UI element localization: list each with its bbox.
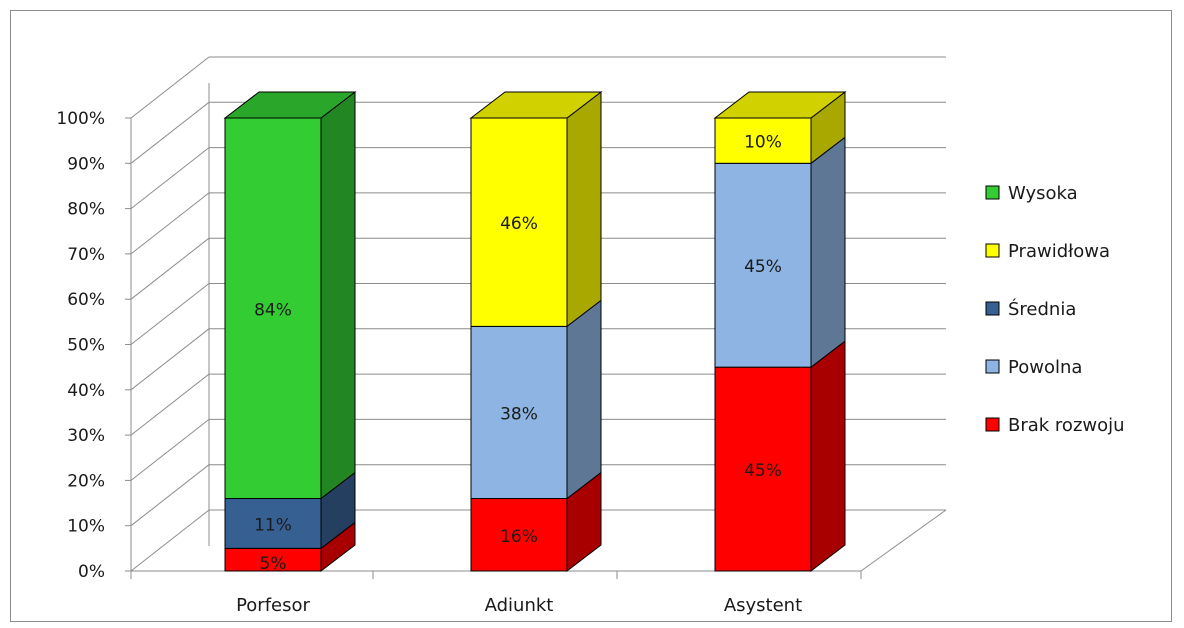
gridline-side <box>130 192 210 255</box>
bar-powolna-asystent <box>714 162 812 368</box>
bar-wysoka-porfesor <box>224 117 322 500</box>
y-tick-label: 40% <box>67 381 105 401</box>
gridline-side <box>130 373 210 436</box>
bar-side-prawidlowa-adiunkt <box>566 90 602 328</box>
bar-stack-adiunkt <box>469 90 603 573</box>
legend: Wysoka Prawidłowa Średnia Powolna Brak rozwo… <box>985 183 1125 436</box>
bars <box>223 90 847 573</box>
y-tick-label: 70% <box>67 245 105 265</box>
legend-swatch-prawidlowa <box>985 243 1000 258</box>
gridline-side <box>130 56 210 119</box>
bar-srednia-porfesor <box>224 498 322 549</box>
y-tick-label: 30% <box>67 426 105 446</box>
floor-right-edge <box>860 509 947 572</box>
y-tick-label: 90% <box>67 154 105 174</box>
data-label-brak-rozwoju-porfesor: 5% <box>260 554 287 574</box>
data-label-powolna-adiunkt: 38% <box>500 404 538 424</box>
gridline-side <box>130 328 210 391</box>
bar-side-powolna-asystent <box>810 136 846 369</box>
legend-swatch-srednia <box>985 301 1000 316</box>
x-tick-label-adiunkt: Adiunkt <box>485 595 554 616</box>
bar-prawidlowa-adiunkt <box>470 117 568 327</box>
legend-swatch-powolna <box>985 359 1000 374</box>
gridline-side <box>130 101 210 164</box>
data-label-brak-rozwoju-adiunkt: 16% <box>500 527 538 547</box>
legend-label-powolna: Powolna <box>1008 357 1082 378</box>
chart-area: 0% 10% 20% 30% 40% 50% 60% 70% 80% 90% 100% Porfeso… <box>10 10 1172 622</box>
legend-label-brak-rozwoju: Brak rozwoju <box>1008 415 1125 436</box>
axes: 0% 10% 20% 30% 40% 50% 60% 70% 80% 90% 100% Porfeso… <box>56 109 862 616</box>
x-tick-label-porfesor: Porfesor <box>236 595 310 616</box>
x-tick-label-asystent: Asystent <box>724 595 802 616</box>
legend-label-srednia: Średnia <box>1008 298 1076 320</box>
legend-label-prawidlowa: Prawidłowa <box>1008 241 1110 262</box>
data-label-prawidlowa-asystent: 10% <box>744 133 782 153</box>
y-tick-label: 10% <box>67 517 105 537</box>
bar-side-wysoka-porfesor <box>320 90 356 500</box>
legend-label-wysoka: Wysoka <box>1008 183 1078 204</box>
data-label-prawidlowa-adiunkt: 46% <box>500 214 538 234</box>
gridline-side <box>130 283 210 345</box>
legend-swatch-wysoka <box>985 185 1000 200</box>
bar-brak-rozwoju-adiunkt <box>470 498 568 572</box>
y-tick-label: 20% <box>67 471 105 491</box>
y-tick-label: 0% <box>78 562 105 582</box>
bar-prawidlowa-asystent <box>714 117 812 164</box>
gridline-side <box>130 419 210 481</box>
bar-top-prawidlowa-asystent <box>713 91 847 119</box>
y-tick-label: 60% <box>67 290 105 310</box>
y-tick-label: 80% <box>67 200 105 220</box>
gridline-side <box>130 509 210 572</box>
bar-stack-asystent <box>713 90 847 573</box>
data-label-srednia-porfesor: 11% <box>254 515 292 535</box>
data-label-brak-rozwoju-asystent: 45% <box>744 461 782 481</box>
stacked-bar-chart: 0% 10% 20% 30% 40% 50% 60% 70% 80% 90% 100% Porfeso… <box>56 56 1125 616</box>
bar-top-prawidlowa-adiunkt <box>469 91 603 119</box>
gridline-side <box>130 464 210 527</box>
y-tick-label: 50% <box>67 336 105 356</box>
bar-top-wysoka-porfesor <box>223 91 357 119</box>
gridline-side <box>130 237 210 300</box>
data-labels: 5% 11% 84% 16% 38% 46% 45% 45% 10% <box>254 133 782 574</box>
legend-swatch-brak-rozwoju <box>985 417 1000 432</box>
bar-stack-porfesor <box>223 90 357 573</box>
y-tick-label: 100% <box>56 109 105 129</box>
gridline-side <box>130 147 210 209</box>
bar-powolna-adiunkt <box>470 325 568 500</box>
bar-side-powolna-adiunkt <box>566 299 602 500</box>
data-label-powolna-asystent: 45% <box>744 257 782 277</box>
data-label-wysoka-porfesor: 84% <box>254 300 292 320</box>
bar-brak-rozwoju-asystent <box>714 366 812 572</box>
bar-side-brak-rozwoju-asystent <box>810 340 846 573</box>
